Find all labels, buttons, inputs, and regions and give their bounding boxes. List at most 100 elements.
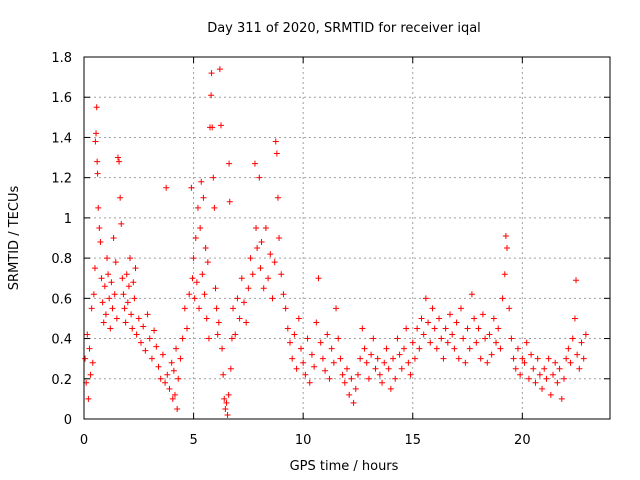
data-point (552, 359, 559, 366)
data-point (495, 325, 502, 332)
data-point (503, 245, 510, 252)
data-point (99, 299, 106, 306)
data-point (528, 351, 535, 358)
data-point (101, 283, 108, 290)
data-point (256, 174, 263, 181)
data-point (554, 379, 561, 386)
data-point (532, 379, 539, 386)
data-point (280, 291, 287, 298)
data-point (574, 351, 581, 358)
data-point (223, 399, 230, 406)
data-point (247, 255, 254, 262)
data-point (265, 275, 272, 282)
data-point (534, 355, 541, 362)
data-point (122, 319, 129, 326)
data-point (211, 204, 218, 211)
data-point (550, 371, 557, 378)
data-point (339, 371, 346, 378)
data-point (166, 385, 173, 392)
data-point (253, 224, 260, 231)
data-point (257, 265, 264, 272)
data-point (106, 295, 113, 302)
data-point (315, 275, 322, 282)
data-point (163, 184, 170, 191)
data-point (370, 335, 377, 342)
y-axis-label: SRMTID / TECUs (7, 186, 22, 291)
data-point (359, 325, 366, 332)
data-point (578, 339, 585, 346)
data-point (111, 291, 118, 298)
data-point (539, 385, 546, 392)
data-point (414, 325, 421, 332)
data-point (438, 335, 445, 342)
data-point (486, 331, 493, 338)
data-point (497, 345, 504, 352)
data-point (153, 343, 160, 350)
data-point (490, 315, 497, 322)
data-point (88, 305, 95, 312)
data-point (545, 355, 552, 362)
x-tick-label: 20 (514, 433, 531, 448)
data-point (208, 70, 215, 77)
data-point (319, 355, 326, 362)
data-point (475, 325, 482, 332)
data-point (376, 371, 383, 378)
data-point (109, 305, 116, 312)
data-point (125, 283, 132, 290)
data-point (184, 325, 191, 332)
data-point (262, 224, 269, 231)
data-point (94, 170, 101, 177)
y-tick-label: 1.2 (51, 172, 72, 187)
data-point (519, 355, 526, 362)
data-point (416, 345, 423, 352)
data-point (144, 311, 151, 318)
data-point (372, 365, 379, 372)
data-point (85, 395, 92, 402)
data-point (580, 355, 587, 362)
data-point (282, 305, 289, 312)
data-point (536, 371, 543, 378)
data-point (191, 295, 198, 302)
data-point (192, 235, 199, 241)
data-point (398, 365, 405, 372)
data-point (284, 325, 291, 332)
data-point (287, 339, 294, 346)
data-point (116, 158, 123, 165)
data-point (488, 351, 495, 358)
data-point (462, 359, 469, 366)
data-point (278, 271, 285, 278)
data-point (249, 271, 256, 278)
x-tick-label: 10 (295, 433, 312, 448)
data-point (427, 339, 434, 346)
data-point (361, 345, 368, 352)
data-point (394, 335, 401, 342)
data-point (170, 367, 177, 374)
data-point (565, 345, 572, 352)
data-point (493, 339, 500, 346)
data-point (140, 323, 147, 330)
data-point (227, 365, 234, 372)
data-point (302, 371, 309, 378)
data-point (335, 335, 342, 342)
data-point (525, 375, 532, 382)
data-point (460, 335, 467, 342)
data-point (230, 305, 237, 312)
grid-lines (84, 57, 610, 419)
axis-ticks (83, 56, 610, 420)
data-point (236, 315, 243, 322)
data-point (89, 359, 96, 366)
data-point (348, 375, 355, 382)
data-point (104, 255, 111, 262)
data-point (543, 375, 550, 382)
data-point (573, 277, 580, 284)
data-point (215, 319, 222, 326)
data-point (444, 339, 451, 346)
data-point (328, 345, 335, 352)
data-point (392, 375, 399, 382)
data-point (199, 271, 206, 278)
data-point (201, 291, 208, 298)
data-point (202, 245, 209, 252)
y-tick-label: 1.4 (51, 131, 72, 146)
data-point (179, 335, 186, 342)
